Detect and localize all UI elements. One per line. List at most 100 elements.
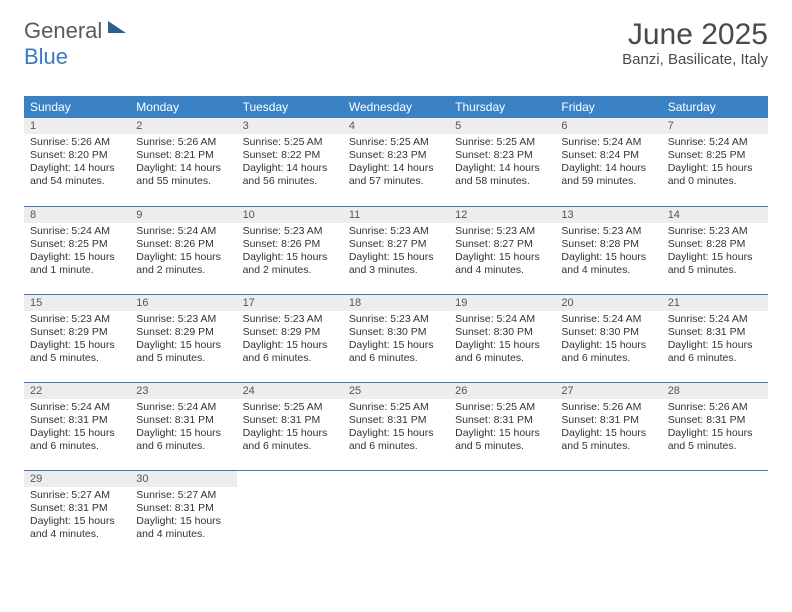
weekday-header: Friday: [555, 96, 661, 118]
calendar-cell: [449, 470, 555, 558]
day-details: Sunrise: 5:24 AMSunset: 8:31 PMDaylight:…: [130, 399, 236, 458]
day-details: Sunrise: 5:25 AMSunset: 8:31 PMDaylight:…: [343, 399, 449, 458]
calendar-cell: 23Sunrise: 5:24 AMSunset: 8:31 PMDayligh…: [130, 382, 236, 470]
day-number: 21: [662, 295, 768, 311]
daylight-line: Daylight: 15 hours and 1 minute.: [30, 251, 124, 277]
day-details: Sunrise: 5:23 AMSunset: 8:30 PMDaylight:…: [343, 311, 449, 370]
sunrise-line: Sunrise: 5:25 AM: [349, 401, 443, 414]
calendar-cell: 22Sunrise: 5:24 AMSunset: 8:31 PMDayligh…: [24, 382, 130, 470]
calendar-cell: 20Sunrise: 5:24 AMSunset: 8:30 PMDayligh…: [555, 294, 661, 382]
weekday-header: Thursday: [449, 96, 555, 118]
daylight-line: Daylight: 15 hours and 4 minutes.: [561, 251, 655, 277]
daylight-line: Daylight: 15 hours and 6 minutes.: [349, 427, 443, 453]
daylight-line: Daylight: 15 hours and 4 minutes.: [30, 515, 124, 541]
day-number: 9: [130, 207, 236, 223]
sunset-line: Sunset: 8:31 PM: [136, 414, 230, 427]
day-details: Sunrise: 5:26 AMSunset: 8:31 PMDaylight:…: [662, 399, 768, 458]
day-details: Sunrise: 5:23 AMSunset: 8:27 PMDaylight:…: [449, 223, 555, 282]
calendar-cell: 15Sunrise: 5:23 AMSunset: 8:29 PMDayligh…: [24, 294, 130, 382]
calendar-cell: 13Sunrise: 5:23 AMSunset: 8:28 PMDayligh…: [555, 206, 661, 294]
sunset-line: Sunset: 8:20 PM: [30, 149, 124, 162]
daylight-line: Daylight: 14 hours and 57 minutes.: [349, 162, 443, 188]
sunset-line: Sunset: 8:29 PM: [136, 326, 230, 339]
calendar-row: 29Sunrise: 5:27 AMSunset: 8:31 PMDayligh…: [24, 470, 768, 558]
sunrise-line: Sunrise: 5:23 AM: [561, 225, 655, 238]
day-number: 3: [237, 118, 343, 134]
day-details: Sunrise: 5:25 AMSunset: 8:31 PMDaylight:…: [237, 399, 343, 458]
daylight-line: Daylight: 15 hours and 5 minutes.: [30, 339, 124, 365]
sunset-line: Sunset: 8:30 PM: [455, 326, 549, 339]
sunrise-line: Sunrise: 5:24 AM: [30, 225, 124, 238]
sunrise-line: Sunrise: 5:24 AM: [455, 313, 549, 326]
month-title: June 2025: [622, 18, 768, 51]
daylight-line: Daylight: 14 hours and 56 minutes.: [243, 162, 337, 188]
calendar-cell: 16Sunrise: 5:23 AMSunset: 8:29 PMDayligh…: [130, 294, 236, 382]
sunrise-line: Sunrise: 5:27 AM: [30, 489, 124, 502]
day-number: 10: [237, 207, 343, 223]
day-details: Sunrise: 5:24 AMSunset: 8:31 PMDaylight:…: [24, 399, 130, 458]
day-number: 29: [24, 471, 130, 487]
sunset-line: Sunset: 8:21 PM: [136, 149, 230, 162]
sunrise-line: Sunrise: 5:24 AM: [668, 313, 762, 326]
day-number: 5: [449, 118, 555, 134]
day-number: 15: [24, 295, 130, 311]
calendar-row: 8Sunrise: 5:24 AMSunset: 8:25 PMDaylight…: [24, 206, 768, 294]
daylight-line: Daylight: 15 hours and 6 minutes.: [561, 339, 655, 365]
day-number: 8: [24, 207, 130, 223]
day-details: Sunrise: 5:25 AMSunset: 8:22 PMDaylight:…: [237, 134, 343, 193]
sunrise-line: Sunrise: 5:24 AM: [668, 136, 762, 149]
sunrise-line: Sunrise: 5:24 AM: [561, 313, 655, 326]
day-details: Sunrise: 5:24 AMSunset: 8:25 PMDaylight:…: [662, 134, 768, 193]
sunrise-line: Sunrise: 5:23 AM: [30, 313, 124, 326]
day-details: Sunrise: 5:23 AMSunset: 8:28 PMDaylight:…: [662, 223, 768, 282]
day-details: Sunrise: 5:26 AMSunset: 8:21 PMDaylight:…: [130, 134, 236, 193]
daylight-line: Daylight: 15 hours and 6 minutes.: [455, 339, 549, 365]
sunset-line: Sunset: 8:26 PM: [243, 238, 337, 251]
calendar-head: SundayMondayTuesdayWednesdayThursdayFrid…: [24, 96, 768, 118]
sunrise-line: Sunrise: 5:24 AM: [30, 401, 124, 414]
calendar-table: SundayMondayTuesdayWednesdayThursdayFrid…: [24, 96, 768, 558]
sunrise-line: Sunrise: 5:26 AM: [561, 401, 655, 414]
sunrise-line: Sunrise: 5:23 AM: [243, 225, 337, 238]
day-details: Sunrise: 5:23 AMSunset: 8:28 PMDaylight:…: [555, 223, 661, 282]
sunset-line: Sunset: 8:24 PM: [561, 149, 655, 162]
sunset-line: Sunset: 8:26 PM: [136, 238, 230, 251]
sunset-line: Sunset: 8:30 PM: [561, 326, 655, 339]
calendar-cell: 18Sunrise: 5:23 AMSunset: 8:30 PMDayligh…: [343, 294, 449, 382]
day-number: 18: [343, 295, 449, 311]
day-details: Sunrise: 5:24 AMSunset: 8:25 PMDaylight:…: [24, 223, 130, 282]
day-number: 14: [662, 207, 768, 223]
daylight-line: Daylight: 15 hours and 6 minutes.: [349, 339, 443, 365]
day-details: Sunrise: 5:23 AMSunset: 8:27 PMDaylight:…: [343, 223, 449, 282]
sunset-line: Sunset: 8:27 PM: [455, 238, 549, 251]
day-details: Sunrise: 5:24 AMSunset: 8:30 PMDaylight:…: [449, 311, 555, 370]
day-number: 26: [449, 383, 555, 399]
day-number: 1: [24, 118, 130, 134]
sunset-line: Sunset: 8:31 PM: [30, 414, 124, 427]
sunrise-line: Sunrise: 5:27 AM: [136, 489, 230, 502]
calendar-cell: 19Sunrise: 5:24 AMSunset: 8:30 PMDayligh…: [449, 294, 555, 382]
daylight-line: Daylight: 15 hours and 3 minutes.: [349, 251, 443, 277]
day-details: Sunrise: 5:23 AMSunset: 8:29 PMDaylight:…: [24, 311, 130, 370]
calendar-row: 22Sunrise: 5:24 AMSunset: 8:31 PMDayligh…: [24, 382, 768, 470]
day-details: Sunrise: 5:27 AMSunset: 8:31 PMDaylight:…: [24, 487, 130, 546]
calendar-cell: 24Sunrise: 5:25 AMSunset: 8:31 PMDayligh…: [237, 382, 343, 470]
calendar-cell: [237, 470, 343, 558]
title-block: June 2025 Banzi, Basilicate, Italy: [622, 18, 768, 68]
sunrise-line: Sunrise: 5:23 AM: [243, 313, 337, 326]
day-details: Sunrise: 5:24 AMSunset: 8:26 PMDaylight:…: [130, 223, 236, 282]
daylight-line: Daylight: 14 hours and 59 minutes.: [561, 162, 655, 188]
sunset-line: Sunset: 8:28 PM: [561, 238, 655, 251]
sunrise-line: Sunrise: 5:25 AM: [455, 136, 549, 149]
location: Banzi, Basilicate, Italy: [622, 51, 768, 68]
day-number: 16: [130, 295, 236, 311]
daylight-line: Daylight: 14 hours and 54 minutes.: [30, 162, 124, 188]
sunrise-line: Sunrise: 5:23 AM: [349, 313, 443, 326]
day-number: 30: [130, 471, 236, 487]
header: General June 2025 Banzi, Basilicate, Ita…: [24, 18, 768, 68]
sunset-line: Sunset: 8:29 PM: [243, 326, 337, 339]
calendar-cell: 11Sunrise: 5:23 AMSunset: 8:27 PMDayligh…: [343, 206, 449, 294]
daylight-line: Daylight: 15 hours and 2 minutes.: [136, 251, 230, 277]
sunrise-line: Sunrise: 5:25 AM: [455, 401, 549, 414]
calendar-cell: 3Sunrise: 5:25 AMSunset: 8:22 PMDaylight…: [237, 118, 343, 206]
